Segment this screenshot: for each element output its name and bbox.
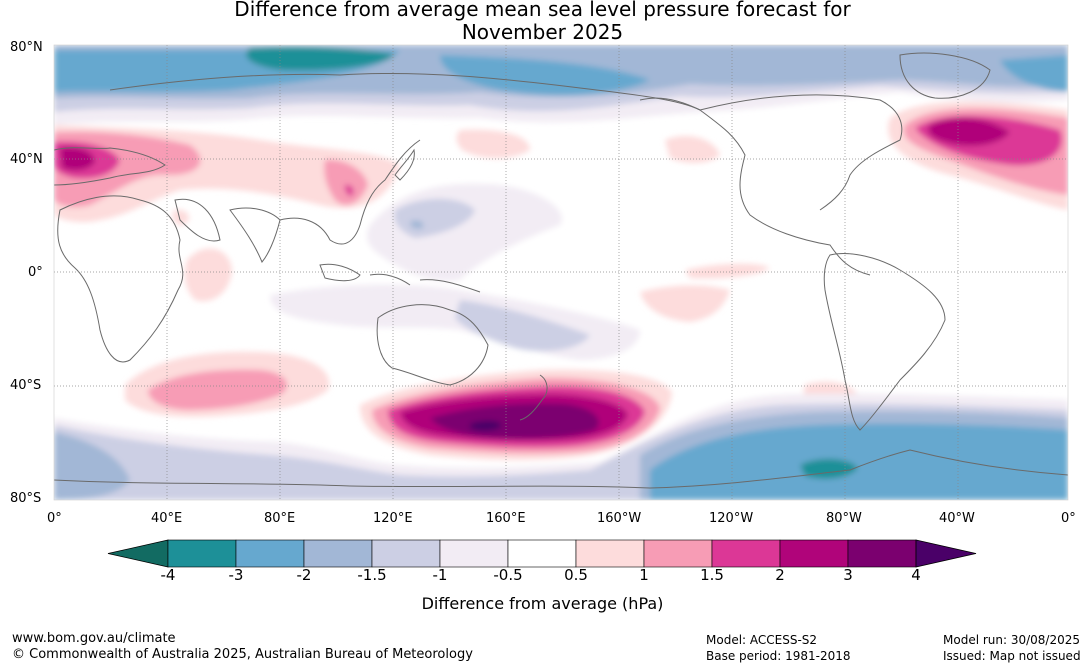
lon-label-40w: 40°W <box>939 511 975 526</box>
colorbar-segment <box>847 539 917 568</box>
colorbar-tick-label: 4 <box>911 566 921 584</box>
colorbar-segment <box>711 539 781 568</box>
map-title-line1: Difference from average mean sea level p… <box>234 0 851 21</box>
colorbar-tick-label: 2 <box>775 566 785 584</box>
colorbar-tick-label: -2 <box>296 566 312 584</box>
anomaly-field <box>54 45 1068 500</box>
map-title-line2: November 2025 <box>461 20 624 44</box>
colorbar-tick-label: -0.5 <box>493 566 523 584</box>
lon-label-80w: 80°W <box>826 511 862 526</box>
colorbar-segment <box>303 539 373 568</box>
colorbar-tick-label: 1.5 <box>700 566 724 584</box>
lon-label-160w: 160°W <box>597 511 642 526</box>
lon-label-0-east: 0° <box>1061 511 1076 526</box>
colorbar-segment <box>575 539 645 568</box>
colorbar-tick-label: 1 <box>639 566 649 584</box>
colorbar-tick-label: -1.5 <box>357 566 387 584</box>
lat-label-40n: 40°N <box>10 152 43 167</box>
colorbar-extend-high <box>915 539 977 568</box>
footer-issued: Issued: Map not issued <box>943 649 1081 663</box>
colorbar-tick-label: -3 <box>228 566 244 584</box>
colorbar-segment <box>779 539 849 568</box>
lat-label-eq: 0° <box>28 265 43 280</box>
lon-label-40e: 40°E <box>151 511 183 526</box>
lon-label-120e: 120°E <box>373 511 413 526</box>
lat-label-80n: 80°N <box>10 40 43 55</box>
footer-url: www.bom.gov.au/climate <box>12 631 176 646</box>
colorbar-segment <box>439 539 509 568</box>
colorbar-segment <box>167 539 237 568</box>
lon-label-80e: 80°E <box>264 511 296 526</box>
lon-label-0: 0° <box>47 511 62 526</box>
colorbar-segment <box>235 539 305 568</box>
colorbar <box>107 539 977 568</box>
lat-label-40s: 40°S <box>10 378 42 393</box>
colorbar-tick-label: 3 <box>843 566 853 584</box>
colorbar-tick-label: -4 <box>160 566 176 584</box>
colorbar-tick-label: -1 <box>432 566 448 584</box>
colorbar-segment <box>643 539 713 568</box>
colorbar-segment <box>371 539 441 568</box>
lon-label-120w: 120°W <box>709 511 754 526</box>
graticule <box>54 45 1068 500</box>
footer-base-period: Base period: 1981-2018 <box>706 649 851 663</box>
lon-label-160e: 160°E <box>486 511 526 526</box>
colorbar-segment <box>507 539 577 568</box>
footer-model-run: Model run: 30/08/2025 <box>943 633 1081 647</box>
lat-label-80s: 80°S <box>10 491 42 506</box>
footer-copyright: © Commonwealth of Australia 2025, Austra… <box>12 647 473 662</box>
coastlines <box>54 52 1068 489</box>
colorbar-title: Difference from average (hPa) <box>421 594 664 613</box>
colorbar-extend-low <box>107 539 169 568</box>
footer-model: Model: ACCESS-S2 <box>706 633 818 647</box>
colorbar-tick-label: 0.5 <box>564 566 588 584</box>
